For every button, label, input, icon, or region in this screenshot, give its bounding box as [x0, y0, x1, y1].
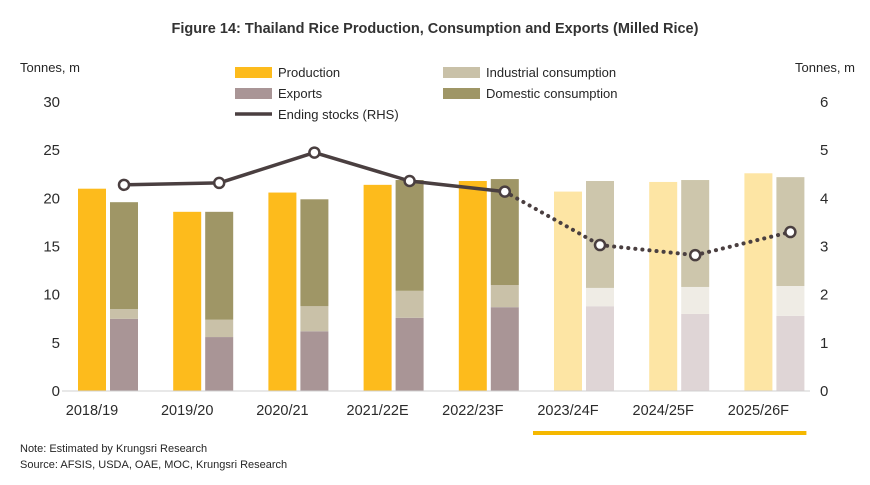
- exports-bar: [681, 313, 710, 391]
- legend: Production Industrial consumption Export…: [235, 65, 618, 122]
- production-bar: [173, 211, 202, 391]
- domestic-consumption-bar: [300, 199, 329, 307]
- forecast-underline: [533, 431, 807, 435]
- production-bar: [554, 191, 582, 391]
- right-axis-tick-label: 5: [820, 142, 828, 159]
- industrial-consumption-bar: [110, 309, 138, 319]
- domestic-consumption-bar: [681, 180, 710, 287]
- production-bar: [268, 192, 297, 391]
- ending-stocks-marker: [117, 178, 131, 192]
- source-text: Source: AFSIS, USDA, OAE, MOC, Krungsri …: [20, 459, 287, 471]
- legend-swatch-domestic-consumption: [443, 88, 480, 99]
- plot-area: 0 5 10 15 20 25 30 0 1 2 3 4 5 6 2018/19 2019/20 2020/21…: [43, 94, 828, 435]
- ending-stocks-marker: [784, 225, 797, 239]
- ending-stocks-line: [117, 146, 797, 262]
- production-bar: [458, 180, 487, 391]
- ending-stocks-segment-dotted: [502, 189, 602, 248]
- right-axis-title: Tonnes, m: [795, 60, 855, 75]
- industrial-consumption-bar: [300, 306, 329, 332]
- left-axis-title: Tonnes, m: [20, 60, 80, 75]
- ending-stocks-marker: [498, 185, 512, 198]
- ending-stocks-segment: [217, 150, 317, 185]
- industrial-consumption-bar: [490, 285, 519, 308]
- chart-title: Figure 14: Thailand Rice Production, Con…: [172, 21, 699, 37]
- ending-stocks-marker: [308, 146, 321, 159]
- left-axis-tick-label: 25: [43, 142, 60, 159]
- legend-swatch-industrial-consumption: [443, 67, 480, 78]
- x-axis-category-label: 2019/20: [161, 403, 213, 419]
- legend-label-ending-stocks: Ending stocks (RHS): [278, 107, 399, 122]
- industrial-consumption-bar: [586, 287, 614, 307]
- exports-bar: [776, 315, 805, 391]
- bars: [78, 173, 805, 391]
- legend-item-domestic-consumption: Domestic consumption: [443, 86, 618, 101]
- x-axis-category-label: 2024/25F: [633, 403, 694, 419]
- x-axis-category-label: 2021/22E: [347, 403, 409, 419]
- legend-label-exports: Exports: [278, 86, 323, 101]
- production-bar: [78, 188, 106, 391]
- left-axis-ticks: 0 5 10 15 20 25 30: [43, 94, 60, 400]
- domestic-consumption-bar: [586, 180, 614, 288]
- industrial-consumption-bar: [205, 319, 234, 338]
- ending-stocks-segment: [407, 179, 507, 194]
- legend-label-domestic-consumption: Domestic consumption: [486, 86, 618, 101]
- exports-bar: [205, 337, 234, 391]
- note-text: Note: Estimated by Krungsri Research: [20, 443, 207, 455]
- right-axis-tick-label: 0: [820, 383, 828, 400]
- industrial-consumption-bar: [395, 290, 424, 318]
- production-bar: [649, 181, 678, 391]
- right-axis-ticks: 0 1 2 3 4 5 6: [820, 94, 828, 400]
- legend-item-ending-stocks: Ending stocks (RHS): [235, 107, 399, 122]
- ending-stocks-segment-dotted: [693, 230, 793, 258]
- x-axis-labels: 2018/19 2019/20 2020/21 2021/22E 2022/23F 202…: [66, 403, 789, 419]
- x-axis-category-label: 2020/21: [256, 403, 308, 419]
- production-bar: [363, 184, 392, 391]
- domestic-consumption-bar: [395, 180, 424, 291]
- ending-stocks-marker: [688, 248, 702, 262]
- x-axis-category-label: 2023/24F: [537, 403, 598, 419]
- industrial-consumption-bar: [681, 286, 710, 314]
- ending-stocks-marker: [593, 238, 607, 252]
- left-axis-tick-label: 15: [43, 239, 60, 256]
- legend-label-production: Production: [278, 65, 340, 80]
- left-axis-tick-label: 10: [43, 287, 60, 304]
- right-axis-tick-label: 1: [820, 335, 828, 352]
- legend-label-industrial-consumption: Industrial consumption: [486, 65, 616, 80]
- right-axis-tick-label: 6: [820, 94, 828, 111]
- ending-stocks-segment: [122, 181, 221, 187]
- domestic-consumption-bar: [205, 211, 234, 320]
- legend-item-production: Production: [235, 65, 340, 80]
- legend-swatch-exports: [235, 88, 272, 99]
- ending-stocks-segment: [312, 150, 412, 183]
- x-axis-category-label: 2022/23F: [442, 403, 503, 419]
- legend-swatch-production: [235, 67, 272, 78]
- production-bar: [744, 173, 773, 391]
- ending-stocks-marker: [403, 174, 416, 188]
- x-axis-category-label: 2025/26F: [728, 403, 789, 419]
- exports-bar: [395, 317, 424, 391]
- legend-item-exports: Exports: [235, 86, 323, 101]
- industrial-consumption-bar: [776, 285, 805, 316]
- exports-bar: [586, 306, 614, 391]
- x-axis-category-label: 2018/19: [66, 403, 118, 419]
- exports-bar: [490, 307, 519, 391]
- left-axis-tick-label: 30: [43, 94, 60, 111]
- ending-stocks-segment-dotted: [598, 243, 698, 258]
- ending-stocks-marker: [212, 176, 226, 190]
- exports-bar: [300, 331, 329, 391]
- legend-item-industrial-consumption: Industrial consumption: [443, 65, 616, 80]
- right-axis-tick-label: 2: [820, 287, 828, 304]
- right-axis-tick-label: 4: [820, 190, 828, 207]
- right-axis-tick-label: 3: [820, 239, 828, 256]
- left-axis-tick-label: 0: [52, 383, 60, 400]
- left-axis-tick-label: 5: [52, 335, 60, 352]
- domestic-consumption-bar: [110, 202, 138, 310]
- exports-bar: [110, 318, 138, 391]
- left-axis-tick-label: 20: [43, 190, 60, 207]
